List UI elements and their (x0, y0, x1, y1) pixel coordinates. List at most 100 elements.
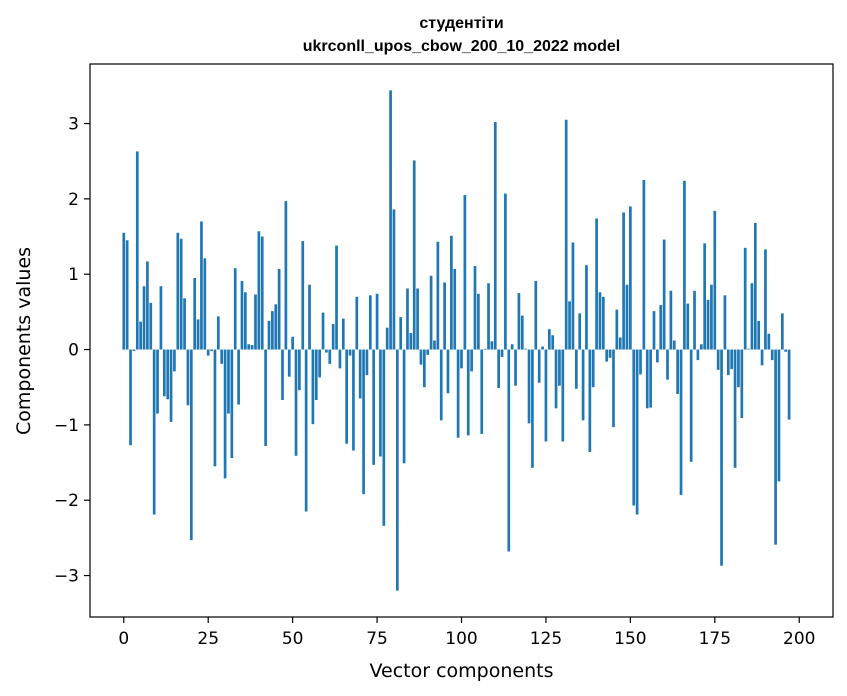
bar (696, 349, 700, 361)
bar (544, 349, 548, 442)
bar (767, 333, 771, 350)
y-tick-label: 0 (68, 341, 79, 361)
bar (173, 349, 176, 372)
bar (571, 242, 575, 350)
x-tick-label: 50 (282, 629, 304, 649)
bar (213, 349, 217, 467)
x-axis-label: Vector components (370, 660, 554, 682)
bar (497, 349, 500, 388)
bar (764, 249, 767, 350)
bar (220, 349, 224, 364)
bar (189, 349, 193, 541)
bar (558, 349, 561, 386)
bar (230, 349, 234, 459)
x-tick-label: 75 (366, 629, 388, 649)
bar (399, 317, 403, 350)
bar (345, 349, 349, 444)
bar (527, 349, 531, 424)
bar (669, 290, 673, 350)
bar (760, 349, 764, 366)
bar (612, 349, 615, 428)
y-tick-label: 1 (68, 265, 79, 285)
bar (379, 349, 382, 457)
bar (433, 340, 436, 350)
bar (419, 349, 423, 365)
bar (477, 293, 480, 350)
bar (608, 349, 612, 358)
bar (429, 275, 433, 350)
bar (210, 349, 213, 352)
bar (358, 349, 362, 399)
bar (622, 212, 625, 350)
bar (666, 349, 669, 380)
bar (264, 349, 267, 446)
bar (287, 349, 291, 377)
bar (689, 349, 693, 462)
bar (416, 288, 419, 350)
bar (784, 349, 788, 352)
bar (169, 349, 173, 422)
bar (733, 349, 737, 468)
bar (774, 349, 777, 545)
bar (554, 349, 558, 409)
bar (483, 348, 487, 350)
bar (652, 311, 656, 350)
bar (284, 201, 288, 350)
bar (693, 290, 696, 350)
bar (260, 236, 264, 350)
bar (423, 349, 426, 388)
bar (412, 160, 416, 350)
x-tick-label: 125 (530, 629, 562, 649)
bar (146, 261, 149, 350)
bar (581, 349, 585, 421)
bar (635, 349, 639, 515)
bar (132, 349, 136, 352)
bar (294, 349, 298, 456)
bar (598, 292, 602, 350)
bar (588, 349, 592, 452)
bar (122, 232, 126, 350)
x-tick-label: 150 (614, 629, 646, 649)
bar (541, 346, 544, 350)
bar (436, 241, 440, 350)
bar (392, 209, 396, 350)
bar (328, 349, 332, 364)
y-tick-label: 2 (68, 190, 79, 210)
x-tick-label: 200 (783, 629, 815, 649)
bar (645, 349, 649, 409)
bar (547, 329, 551, 350)
chart-title-line-1: студентіти (419, 15, 503, 32)
y-axis: −3 −2 −1 0 1 2 3 (54, 115, 90, 587)
bar (254, 294, 257, 350)
bar (703, 243, 707, 350)
bar (591, 349, 595, 388)
bar (206, 349, 210, 356)
bar (672, 340, 676, 350)
bar (298, 349, 301, 391)
bar (382, 349, 386, 526)
x-tick-label: 175 (699, 629, 731, 649)
bar (679, 349, 683, 495)
bar (757, 320, 761, 350)
bar (473, 265, 477, 350)
bar (649, 349, 652, 408)
bar (325, 349, 328, 353)
bar (402, 349, 406, 464)
bar (642, 180, 646, 350)
bar (456, 349, 460, 438)
chart-title-line-2: ukrconll_upos_cbow_200_10_2022 model (303, 38, 620, 55)
bar (450, 235, 453, 350)
bar (196, 319, 200, 350)
y-tick-label: −3 (54, 567, 79, 587)
bar (129, 349, 132, 446)
bar (321, 312, 325, 350)
bar (463, 195, 467, 350)
bar (632, 349, 636, 506)
bar (510, 344, 514, 350)
bar (446, 349, 450, 394)
bar (780, 313, 784, 350)
bar (487, 283, 490, 350)
bar (244, 292, 247, 350)
bar (304, 349, 308, 512)
